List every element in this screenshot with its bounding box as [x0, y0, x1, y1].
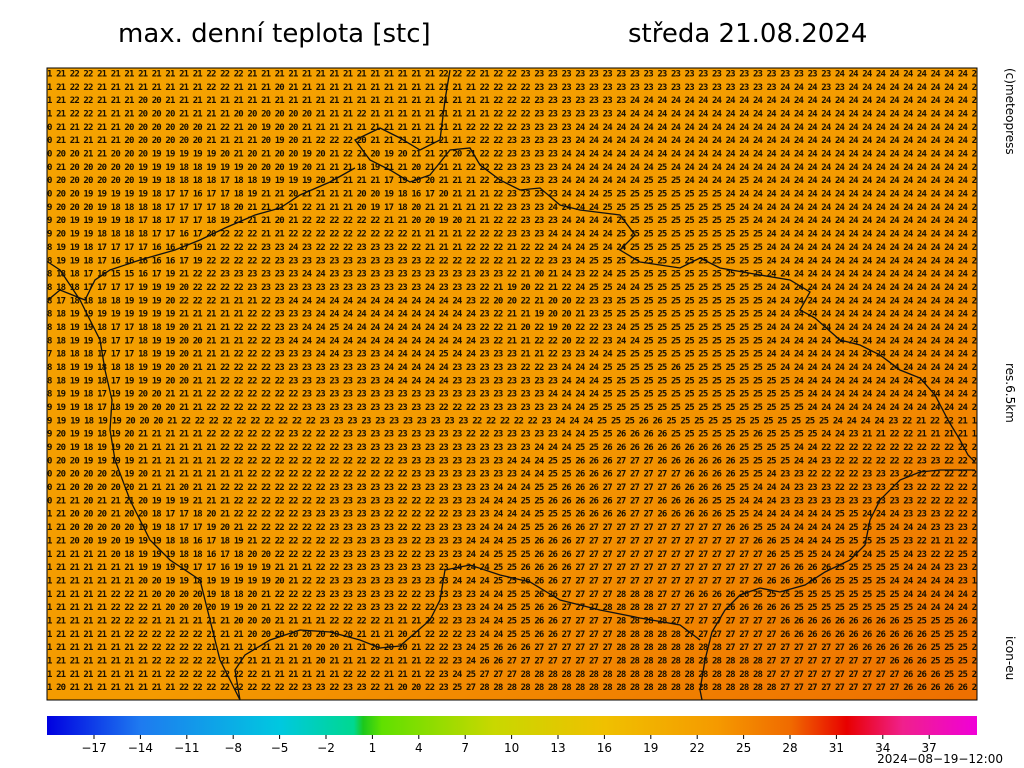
colorbar-tick-label: 28 [782, 741, 797, 755]
colorbar-tick-label: 13 [550, 741, 565, 755]
value-row: 8 18 19 19 18 17 17 18 19 19 20 20 21 21… [47, 336, 977, 346]
value-row: 1 21 20 20 20 21 20 20 18 17 17 18 20 21… [47, 510, 977, 520]
copyright-label: (c)meteopress [1003, 68, 1017, 155]
value-row: 1 21 21 21 21 21 22 22 22 22 22 22 21 21… [47, 630, 977, 640]
colorbar-tick-label: −11 [174, 741, 199, 755]
value-row: 7 18 18 18 17 17 17 18 19 19 20 21 21 21… [47, 350, 977, 360]
value-row: 0 20 20 20 20 20 20 19 19 18 18 18 18 17… [47, 176, 977, 186]
value-row: 1 21 21 21 21 20 18 19 19 19 18 18 16 17… [47, 550, 977, 560]
value-row: 9 20 20 20 19 18 18 18 18 17 17 17 17 18… [47, 203, 977, 213]
value-row: 0 21 21 22 21 21 20 20 20 20 20 20 21 22… [47, 123, 977, 133]
colorbar-tick-label: −14 [128, 741, 153, 755]
value-row: 1 21 21 21 21 22 22 22 21 21 21 21 21 21… [47, 616, 977, 626]
value-row: 1 21 22 22 21 21 21 21 21 21 21 21 22 22… [47, 70, 977, 80]
colorbar-tick-label: 4 [415, 741, 423, 755]
map-title: max. denní teplota [stc] [118, 19, 431, 49]
value-row: 8 18 19 19 18 18 18 19 19 20 20 21 21 22… [47, 363, 977, 373]
value-row: 1 21 22 22 21 21 21 20 20 20 21 21 21 21… [47, 110, 977, 120]
value-row: 8 18 19 19 19 19 19 19 19 19 21 21 21 21… [47, 310, 977, 320]
value-row: 0 20 20 19 19 19 19 21 21 21 21 21 21 22… [47, 456, 977, 466]
colorbar-tick-label: 37 [922, 741, 937, 755]
colorbar-tick-label: 16 [597, 741, 612, 755]
colorbar [47, 716, 977, 735]
value-row: 1 21 21 21 21 21 21 22 22 22 22 22 21 21… [47, 643, 977, 653]
value-row: 1 21 20 20 19 20 19 19 19 18 18 16 17 18… [47, 536, 977, 546]
value-row: 1 21 21 21 21 22 22 22 21 20 20 20 20 19… [47, 603, 977, 613]
value-row: 9 20 19 19 19 19 18 17 18 17 17 17 18 19… [47, 216, 977, 226]
value-row: 1 21 21 21 21 21 21 21 22 22 22 22 22 21… [47, 656, 977, 666]
value-row: 1 21 20 20 20 20 20 19 19 18 17 17 19 20… [47, 523, 977, 533]
colorbar-tick-label: −8 [224, 741, 242, 755]
value-row: 8 17 18 18 18 18 19 19 19 20 22 22 22 21… [47, 296, 977, 306]
colorbar-tick-label: 19 [643, 741, 658, 755]
border-outline [47, 69, 976, 700]
colorbar-tick-label: −17 [81, 741, 106, 755]
value-row: 1 21 21 21 21 21 21 20 20 19 19 18 19 19… [47, 576, 977, 586]
resolution-label: res.6.5km [1003, 363, 1017, 423]
value-row: 0 21 20 20 20 20 20 21 21 21 20 21 21 22… [47, 483, 977, 493]
model-label: icon-eu [1003, 636, 1017, 680]
value-row: 9 19 19 18 17 18 19 20 20 20 21 21 22 22… [47, 403, 977, 413]
value-row: 0 21 21 20 21 21 21 20 19 19 19 21 21 21… [47, 496, 977, 506]
colorbar-tick-label: 10 [504, 741, 519, 755]
value-row: 0 21 21 21 21 21 20 20 20 20 20 20 21 21… [47, 136, 977, 146]
value-row: 8 18 19 19 18 17 19 19 19 20 20 21 21 22… [47, 376, 977, 386]
colorbar-tick-label: −2 [317, 741, 335, 755]
value-row: 1 21 22 22 21 21 21 20 20 21 21 21 21 21… [47, 96, 977, 106]
value-row: 1 21 22 22 21 21 21 21 21 21 21 21 22 22… [47, 83, 977, 93]
colorbar-tick-label: 22 [690, 741, 705, 755]
value-row: 0 21 20 20 20 20 20 19 19 19 18 18 19 19… [47, 163, 977, 173]
value-row: 0 20 20 20 20 20 19 20 21 21 21 21 21 21… [47, 470, 977, 480]
value-row: 9 20 19 19 18 18 18 18 17 17 16 17 20 22… [47, 230, 977, 240]
value-row: 9 20 19 19 18 19 20 21 21 21 21 21 22 22… [47, 430, 977, 440]
colorbar-tick-label: 34 [875, 741, 890, 755]
value-row: 1 21 21 21 21 22 22 21 20 20 20 20 19 18… [47, 590, 977, 600]
colorbar-ticks: −17 −14 −11 −8 −5 −2 1 4 7 10 13 16 19 22 25 28 31 34 37 [81, 735, 937, 755]
value-row: 8 19 19 18 17 17 17 17 16 16 17 19 21 22… [47, 243, 977, 253]
colorbar-tick-label: 7 [461, 741, 469, 755]
value-row: 8 19 19 18 17 16 16 16 16 16 17 19 22 22… [47, 256, 977, 266]
map-area [46, 67, 978, 701]
value-row: 9 19 19 18 19 19 20 20 20 21 22 22 22 22… [47, 416, 977, 426]
value-row: 8 18 18 17 16 15 15 16 17 19 21 22 22 23… [47, 270, 977, 280]
value-row: 0 20 20 21 21 20 20 20 19 19 19 19 19 20… [47, 150, 977, 160]
value-row: 0 20 20 19 19 19 19 19 18 17 17 16 17 17… [47, 190, 977, 200]
colorbar-tick-label: 25 [736, 741, 751, 755]
value-row: 1 21 21 21 21 21 21 19 19 19 19 17 17 16… [47, 563, 977, 573]
value-row: 1 21 21 21 21 21 21 21 21 22 22 22 22 22… [47, 670, 977, 680]
colorbar-tick-label: 1 [369, 741, 377, 755]
colorbar-tick-label: 31 [829, 741, 844, 755]
value-row: 1 20 21 21 21 21 21 21 21 21 22 22 22 22… [47, 683, 977, 693]
value-row: 8 19 19 18 17 19 19 20 20 21 21 21 22 22… [47, 390, 977, 400]
map-date: středa 21.08.2024 [628, 19, 867, 49]
value-grid: 1 21 22 22 21 21 21 21 21 21 21 21 22 22… [47, 70, 977, 694]
value-row: 8 18 18 17 17 17 17 19 19 19 20 22 22 22… [47, 283, 977, 293]
value-row: 9 20 19 18 19 19 20 21 21 21 21 21 21 22… [47, 443, 977, 453]
timestamp: 2024−08−19−12:00 [877, 752, 1003, 766]
colorbar-tick-label: −5 [271, 741, 289, 755]
value-row: 8 18 19 19 18 17 17 18 18 19 20 21 21 21… [47, 323, 977, 333]
